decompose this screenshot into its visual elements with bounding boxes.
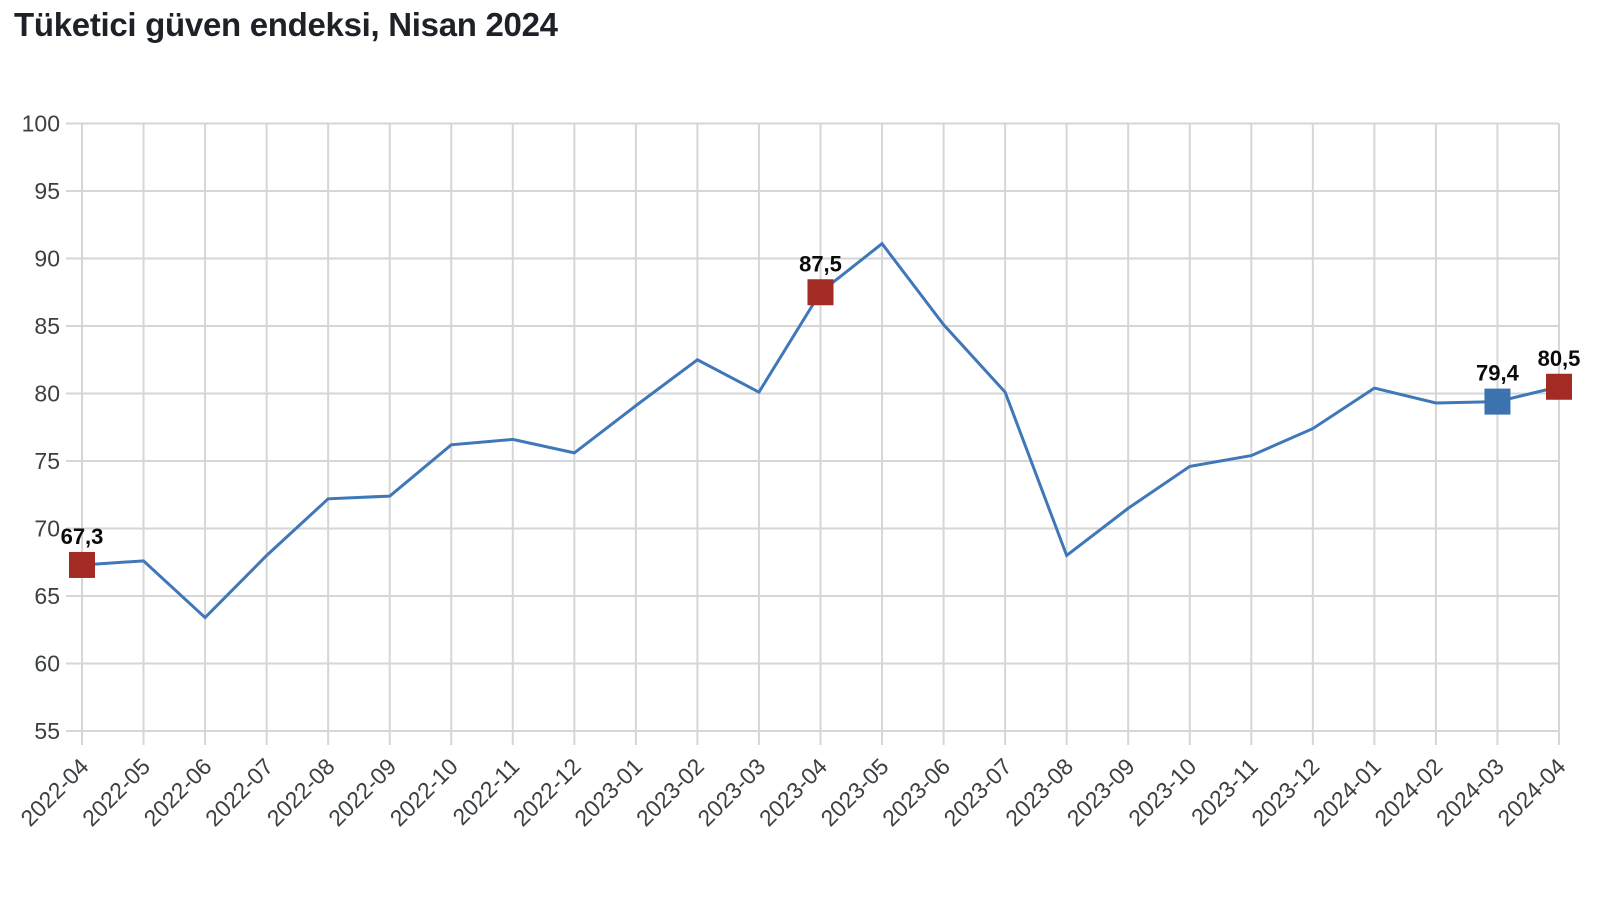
highlight-markers [69,279,1572,578]
x-axis-tick-label: 2023-07 [939,753,1017,831]
y-axis-tick-label: 60 [34,651,60,677]
x-axis-tick-label: 2023-02 [631,753,709,831]
data-point-marker [807,279,834,306]
x-gridlines [81,123,1560,745]
x-axis-tick-label: 2023-12 [1246,753,1324,831]
data-point-label: 79,4 [1476,361,1520,386]
data-point-labels: 67,3 87,5 79,4 80,5 [61,251,1581,549]
x-axis-tick-label: 2023-03 [692,753,770,831]
x-axis-tick-label: 2024-04 [1492,753,1570,831]
y-gridlines [66,122,1559,732]
x-axis-tick-label: 2022-04 [15,753,93,831]
x-axis-tick-label: 2022-06 [139,753,217,831]
y-axis-tick-label: 95 [34,178,60,204]
x-axis-tick-label: 2022-07 [200,753,278,831]
y-axis-tick-label: 75 [34,448,60,474]
x-axis-tick-label: 2022-08 [262,753,340,831]
data-point-label: 67,3 [61,524,104,549]
x-axis-tick-label: 2022-09 [323,753,401,831]
y-axis-tick-label: 55 [34,718,60,744]
x-axis-tick-label: 2024-03 [1431,753,1509,831]
x-axis-tick-labels: 2022-042022-052022-062022-072022-082022-… [15,753,1570,831]
data-point-label: 80,5 [1538,346,1581,371]
x-axis-tick-label: 2023-09 [1062,753,1140,831]
data-point-marker [1546,373,1572,400]
x-axis-tick-label: 2023-10 [1123,753,1201,831]
x-axis-tick-label: 2022-05 [77,753,155,831]
y-axis-tick-label: 90 [34,246,60,272]
x-axis-tick-label: 2023-08 [1000,753,1078,831]
data-point-marker [69,551,95,578]
x-axis-tick-label: 2024-01 [1308,753,1386,831]
x-axis-tick-label: 2023-05 [815,753,893,831]
x-axis-tick-label: 2024-02 [1369,753,1447,831]
y-axis-tick-label: 65 [34,583,60,609]
x-axis-tick-label: 2022-10 [385,753,463,831]
y-axis-tick-label: 70 [34,516,60,542]
data-point-marker [1484,388,1511,415]
y-axis-tick-label: 85 [34,313,60,339]
data-point-label: 87,5 [799,251,842,276]
y-axis-tick-labels: 55 60 65 70 75 80 85 90 95 100 [22,111,60,745]
x-axis-tick-label: 2023-01 [569,753,647,831]
y-axis-tick-label: 80 [34,381,60,407]
x-axis-tick-label: 2023-06 [877,753,955,831]
x-axis-tick-label: 2022-12 [508,753,586,831]
x-axis-tick-label: 2023-04 [754,753,832,831]
chart-title: Tüketici güven endeksi, Nisan 2024 [14,6,558,43]
y-axis-tick-label: 100 [22,111,60,137]
